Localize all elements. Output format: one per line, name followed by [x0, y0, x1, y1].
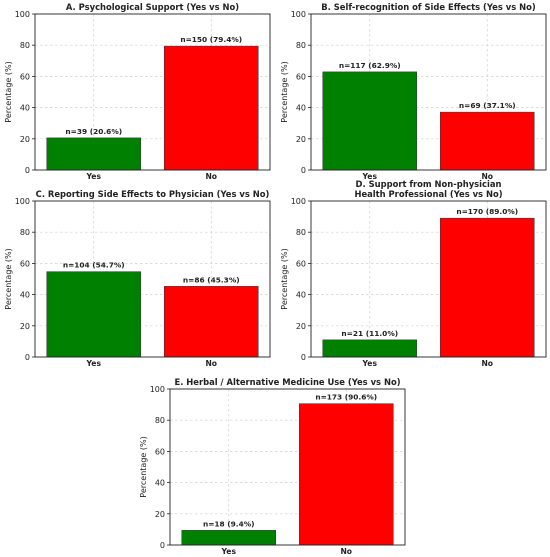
y-axis-label: Percentage (%) [280, 61, 289, 122]
x-tick-label: Yes [86, 172, 102, 181]
y-tick-label: 40 [296, 104, 306, 113]
y-tick-label: 80 [20, 41, 30, 50]
chart-panel: n=104 (54.7%) Yes n=86 (45.3%) No 0 20 40 60 80 1… [4, 189, 271, 368]
chart-title: C. Reporting Side Effects to Physician (… [36, 189, 270, 199]
x-tick-label: Yes [362, 359, 378, 368]
bar-no [440, 111, 535, 171]
data-label: n=117 (62.9%) [339, 61, 401, 70]
plot-frame [34, 13, 271, 171]
y-tick-label: 20 [296, 322, 306, 331]
data-label: n=173 (90.6%) [315, 393, 377, 402]
y-tick-label: 0 [25, 166, 30, 175]
y-tick-label: 0 [301, 166, 306, 175]
data-label: n=86 (45.3%) [183, 275, 240, 284]
y-tick-label: 100 [15, 10, 30, 19]
y-tick-label: 100 [150, 385, 165, 394]
y-tick-label: 80 [155, 416, 165, 425]
bar-no [440, 217, 535, 358]
bar-yes [181, 530, 276, 546]
bar-yes [46, 271, 141, 358]
data-label: n=39 (20.6%) [65, 127, 122, 136]
plot-frame [310, 200, 547, 358]
y-tick-label: 40 [20, 104, 30, 113]
y-tick-label: 80 [296, 228, 306, 237]
y-tick-label: 40 [155, 479, 165, 488]
y-tick-label: 0 [25, 353, 30, 362]
chart-title: E. Herbal / Alternative Medicine Use (Ye… [174, 377, 400, 387]
x-tick-label: No [481, 172, 493, 181]
y-tick-label: 60 [20, 72, 30, 81]
bar-no [164, 286, 259, 358]
y-tick-label: 100 [291, 197, 306, 206]
y-tick-label: 40 [20, 291, 30, 300]
y-tick-label: 0 [160, 541, 165, 550]
y-tick-label: 20 [296, 135, 306, 144]
y-axis-label: Percentage (%) [4, 61, 13, 122]
plot-frame [169, 388, 406, 546]
chart-panel: n=18 (9.4%) Yes n=173 (90.6%) No 0 20 40 60 80 10… [139, 377, 406, 556]
y-tick-label: 60 [296, 72, 306, 81]
y-tick-label: 40 [296, 291, 306, 300]
y-tick-label: 20 [20, 135, 30, 144]
bar-no [299, 403, 394, 546]
y-tick-label: 80 [296, 41, 306, 50]
data-label: n=170 (89.0%) [456, 207, 518, 216]
chart-panel: n=117 (62.9%) Yes n=69 (37.1%) No 0 20 40 60 80 1… [280, 2, 547, 181]
bar-yes [322, 339, 417, 358]
x-tick-label: No [340, 547, 352, 556]
y-tick-label: 60 [296, 259, 306, 268]
x-tick-label: Yes [221, 547, 237, 556]
y-axis-label: Percentage (%) [280, 248, 289, 309]
data-label: n=150 (79.4%) [180, 35, 242, 44]
y-tick-label: 80 [20, 228, 30, 237]
x-tick-label: No [205, 172, 217, 181]
bar-yes [46, 137, 141, 171]
data-label: n=69 (37.1%) [459, 101, 516, 110]
bar-yes [322, 71, 417, 171]
x-tick-label: Yes [86, 359, 102, 368]
chart-title: A. Psychological Support (Yes vs No) [66, 2, 239, 12]
y-axis-label: Percentage (%) [139, 436, 148, 497]
y-tick-label: 100 [15, 197, 30, 206]
y-tick-label: 60 [20, 259, 30, 268]
x-tick-label: No [205, 359, 217, 368]
y-axis-label: Percentage (%) [4, 248, 13, 309]
y-tick-label: 60 [155, 447, 165, 456]
bar-no [164, 45, 259, 171]
y-tick-label: 0 [301, 353, 306, 362]
y-tick-label: 100 [291, 10, 306, 19]
data-label: n=18 (9.4%) [203, 519, 255, 528]
data-label: n=104 (54.7%) [63, 261, 125, 270]
data-label: n=21 (11.0%) [341, 329, 398, 338]
y-tick-label: 20 [155, 510, 165, 519]
plot-frame [310, 13, 547, 171]
chart-title: B. Self-recognition of Side Effects (Yes… [321, 2, 536, 12]
y-tick-label: 20 [20, 322, 30, 331]
chart-title: D. Support from Non-physician Health Prof… [354, 179, 502, 199]
x-tick-label: Yes [362, 172, 378, 181]
x-tick-label: No [481, 359, 493, 368]
chart-panel: n=21 (11.0%) Yes n=170 (89.0%) No 0 20 40 60 80 1… [280, 179, 547, 368]
plot-frame [34, 200, 271, 358]
chart-panel: n=39 (20.6%) Yes n=150 (79.4%) No 0 20 40 60 80 1… [4, 2, 271, 181]
